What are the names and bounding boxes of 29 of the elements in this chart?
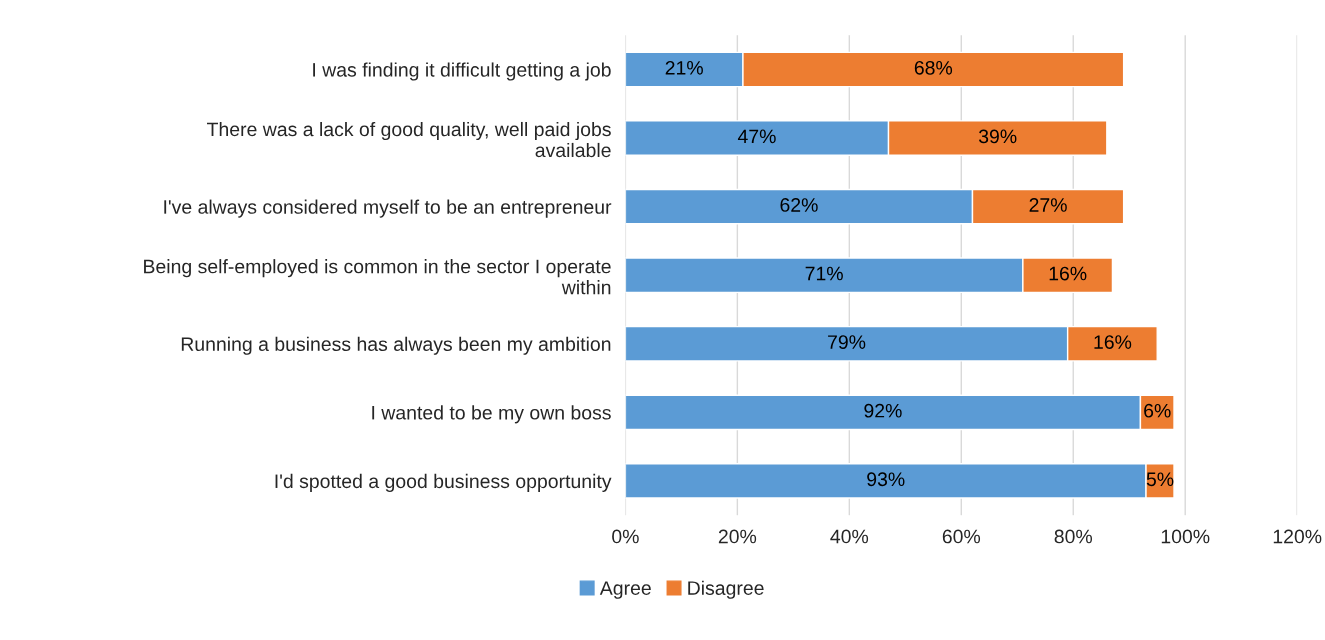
y-tick-label: I was finding it difficult getting a job — [313, 62, 611, 81]
data-label: 71% — [805, 266, 843, 281]
data-label: 27% — [1029, 198, 1067, 212]
x-tick-label: 60% — [942, 529, 981, 544]
y-tick-label: Running a business has always been my ambition — [181, 336, 611, 355]
x-tick-label: 80% — [1054, 529, 1093, 544]
y-tick-label: I'd spotted a good business opportunity — [275, 473, 612, 492]
y-tick-label: I wanted to be my own boss — [372, 405, 611, 424]
data-label: 39% — [978, 129, 1017, 144]
legend-label: Agree — [599, 581, 651, 599]
x-tick-label: 20% — [718, 529, 757, 544]
data-label: 47% — [737, 129, 776, 144]
data-label: 16% — [1094, 335, 1132, 349]
x-tick-label: 0% — [612, 529, 639, 544]
x-tick-label: 40% — [830, 529, 869, 544]
data-label: 92% — [864, 403, 902, 418]
data-label: 93% — [867, 472, 905, 487]
data-label: 79% — [828, 335, 866, 349]
data-label: 6% — [1144, 403, 1171, 418]
x-tick-label: 120% — [1273, 529, 1322, 544]
data-label: 16% — [1049, 266, 1087, 281]
x-tick-label: 100% — [1161, 529, 1210, 544]
data-label: 68% — [914, 60, 953, 75]
data-label: 21% — [665, 60, 703, 75]
y-tick-label: There was a lack of good quality, well paid jobs available — [207, 121, 611, 158]
data-label: 62% — [780, 198, 818, 212]
legend-label: Disagree — [688, 580, 764, 599]
y-tick-label: Being self-employed is common in the sector I operate within — [144, 259, 611, 295]
y-tick-label: I've always considered myself to be an entrepreneur — [164, 199, 612, 218]
